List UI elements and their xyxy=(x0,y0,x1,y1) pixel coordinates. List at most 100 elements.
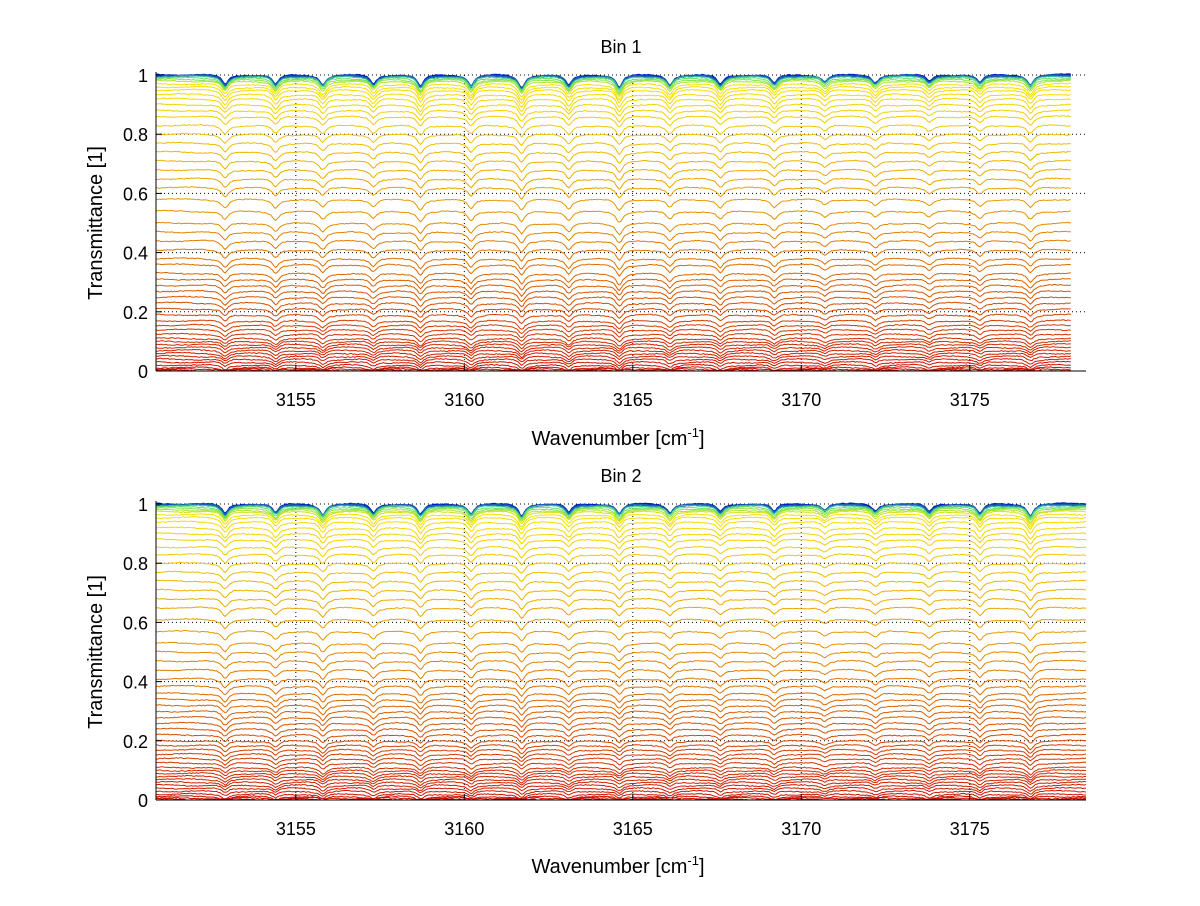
series-line xyxy=(155,532,1087,545)
series-line xyxy=(155,360,1071,370)
series-line xyxy=(155,553,1087,566)
series-line xyxy=(155,319,1072,330)
series-line xyxy=(155,97,1071,113)
series-line xyxy=(155,354,1072,364)
series-line xyxy=(155,141,1071,156)
x-axis-label-main: Wavenumber [cm xyxy=(531,856,687,878)
x-tick-label: 3170 xyxy=(781,390,821,410)
y-tick-label: 0.6 xyxy=(123,613,148,633)
series-line xyxy=(155,597,1087,611)
axes: 3155 3160 3165 3170 3175 0 0.2 0.4 0.6 0.8 1 xyxy=(123,66,1086,410)
series-line xyxy=(155,743,1086,755)
x-axis-label: Wavenumber [cm-1] xyxy=(531,853,704,878)
series-line xyxy=(155,526,1087,541)
series-line xyxy=(155,697,1087,711)
series-line xyxy=(155,579,1087,592)
y-axis-label: Transmittance [1] xyxy=(85,146,107,300)
series-line xyxy=(155,710,1087,722)
series-line xyxy=(155,757,1087,767)
series-line xyxy=(155,79,1071,96)
series-line xyxy=(155,789,1087,798)
series-line xyxy=(156,82,1071,98)
series-line xyxy=(155,177,1072,192)
series-line xyxy=(155,668,1087,682)
series-line xyxy=(155,703,1087,717)
x-axis-label-sup: -1 xyxy=(687,425,699,440)
series-line xyxy=(155,342,1071,353)
y-tick-label: 0.4 xyxy=(123,673,148,693)
series-group xyxy=(155,73,1072,372)
series-line xyxy=(155,159,1071,174)
series-line xyxy=(155,277,1071,292)
series-line xyxy=(155,777,1087,787)
series-line xyxy=(155,774,1086,784)
series-line xyxy=(155,76,1071,93)
x-axis-label: Wavenumber [cm-1] xyxy=(531,425,704,450)
series-line xyxy=(155,75,1071,91)
series-line xyxy=(155,772,1087,781)
series-line xyxy=(155,150,1071,164)
chart-title: Bin 1 xyxy=(600,37,641,57)
series-line xyxy=(155,507,1087,521)
y-tick-label: 1 xyxy=(138,495,148,515)
series-line xyxy=(156,786,1087,795)
series-line xyxy=(155,109,1071,123)
series-line xyxy=(155,295,1071,308)
series-line xyxy=(155,209,1071,223)
series-line xyxy=(155,545,1087,559)
x-axis-label-end: ] xyxy=(699,856,705,878)
series-line xyxy=(155,510,1087,526)
y-tick-label: 0.2 xyxy=(123,303,148,323)
series-line xyxy=(155,88,1071,105)
series-line xyxy=(155,351,1071,361)
series-line xyxy=(155,271,1071,286)
series-line xyxy=(155,520,1087,535)
x-axis-label-sup: -1 xyxy=(687,853,699,868)
y-tick-label: 0.6 xyxy=(123,184,148,204)
y-tick-label: 0.2 xyxy=(123,732,148,752)
subplot-bin-1: Bin 1 3155 3160 3165 3170 3175 0 0.2 0.4 0.6 0.8 1… xyxy=(85,37,1086,450)
series-line xyxy=(155,677,1087,690)
series-line xyxy=(155,513,1087,528)
series-line xyxy=(155,197,1071,211)
series-line xyxy=(155,570,1087,583)
series-line xyxy=(155,132,1071,147)
series-line xyxy=(155,301,1071,314)
series-line xyxy=(155,588,1087,602)
series-line xyxy=(156,769,1087,779)
x-tick-label: 3175 xyxy=(950,390,990,410)
series-line xyxy=(155,684,1087,698)
series-line xyxy=(155,103,1071,117)
series-line xyxy=(155,92,1071,109)
x-axis-label-main: Wavenumber [cm xyxy=(531,428,687,450)
series-line xyxy=(155,715,1087,729)
series-line xyxy=(155,721,1087,733)
series-line xyxy=(155,752,1087,762)
series-line xyxy=(155,783,1087,792)
x-tick-label: 3155 xyxy=(276,390,316,410)
series-line xyxy=(155,508,1087,523)
chart-title: Bin 2 xyxy=(600,466,641,486)
series-line xyxy=(155,357,1071,367)
x-tick-label: 3160 xyxy=(444,819,484,839)
y-tick-label: 0.4 xyxy=(123,244,148,264)
series-line xyxy=(155,650,1087,664)
series-group xyxy=(155,502,1087,801)
series-line xyxy=(155,340,1071,350)
series-line xyxy=(155,332,1071,343)
series-line xyxy=(155,313,1072,325)
series-line xyxy=(155,124,1071,138)
x-tick-label: 3170 xyxy=(781,819,821,839)
series-line xyxy=(156,766,1087,776)
series-line xyxy=(155,515,1087,531)
series-line xyxy=(155,727,1087,738)
series-line xyxy=(155,502,1087,519)
series-line xyxy=(155,538,1087,551)
series-line xyxy=(155,221,1071,236)
y-tick-label: 0.8 xyxy=(123,125,148,145)
series-line xyxy=(155,307,1071,319)
series-line xyxy=(155,239,1072,254)
series-line xyxy=(156,248,1071,262)
y-tick-label: 0 xyxy=(138,791,148,811)
series-line xyxy=(155,606,1087,620)
